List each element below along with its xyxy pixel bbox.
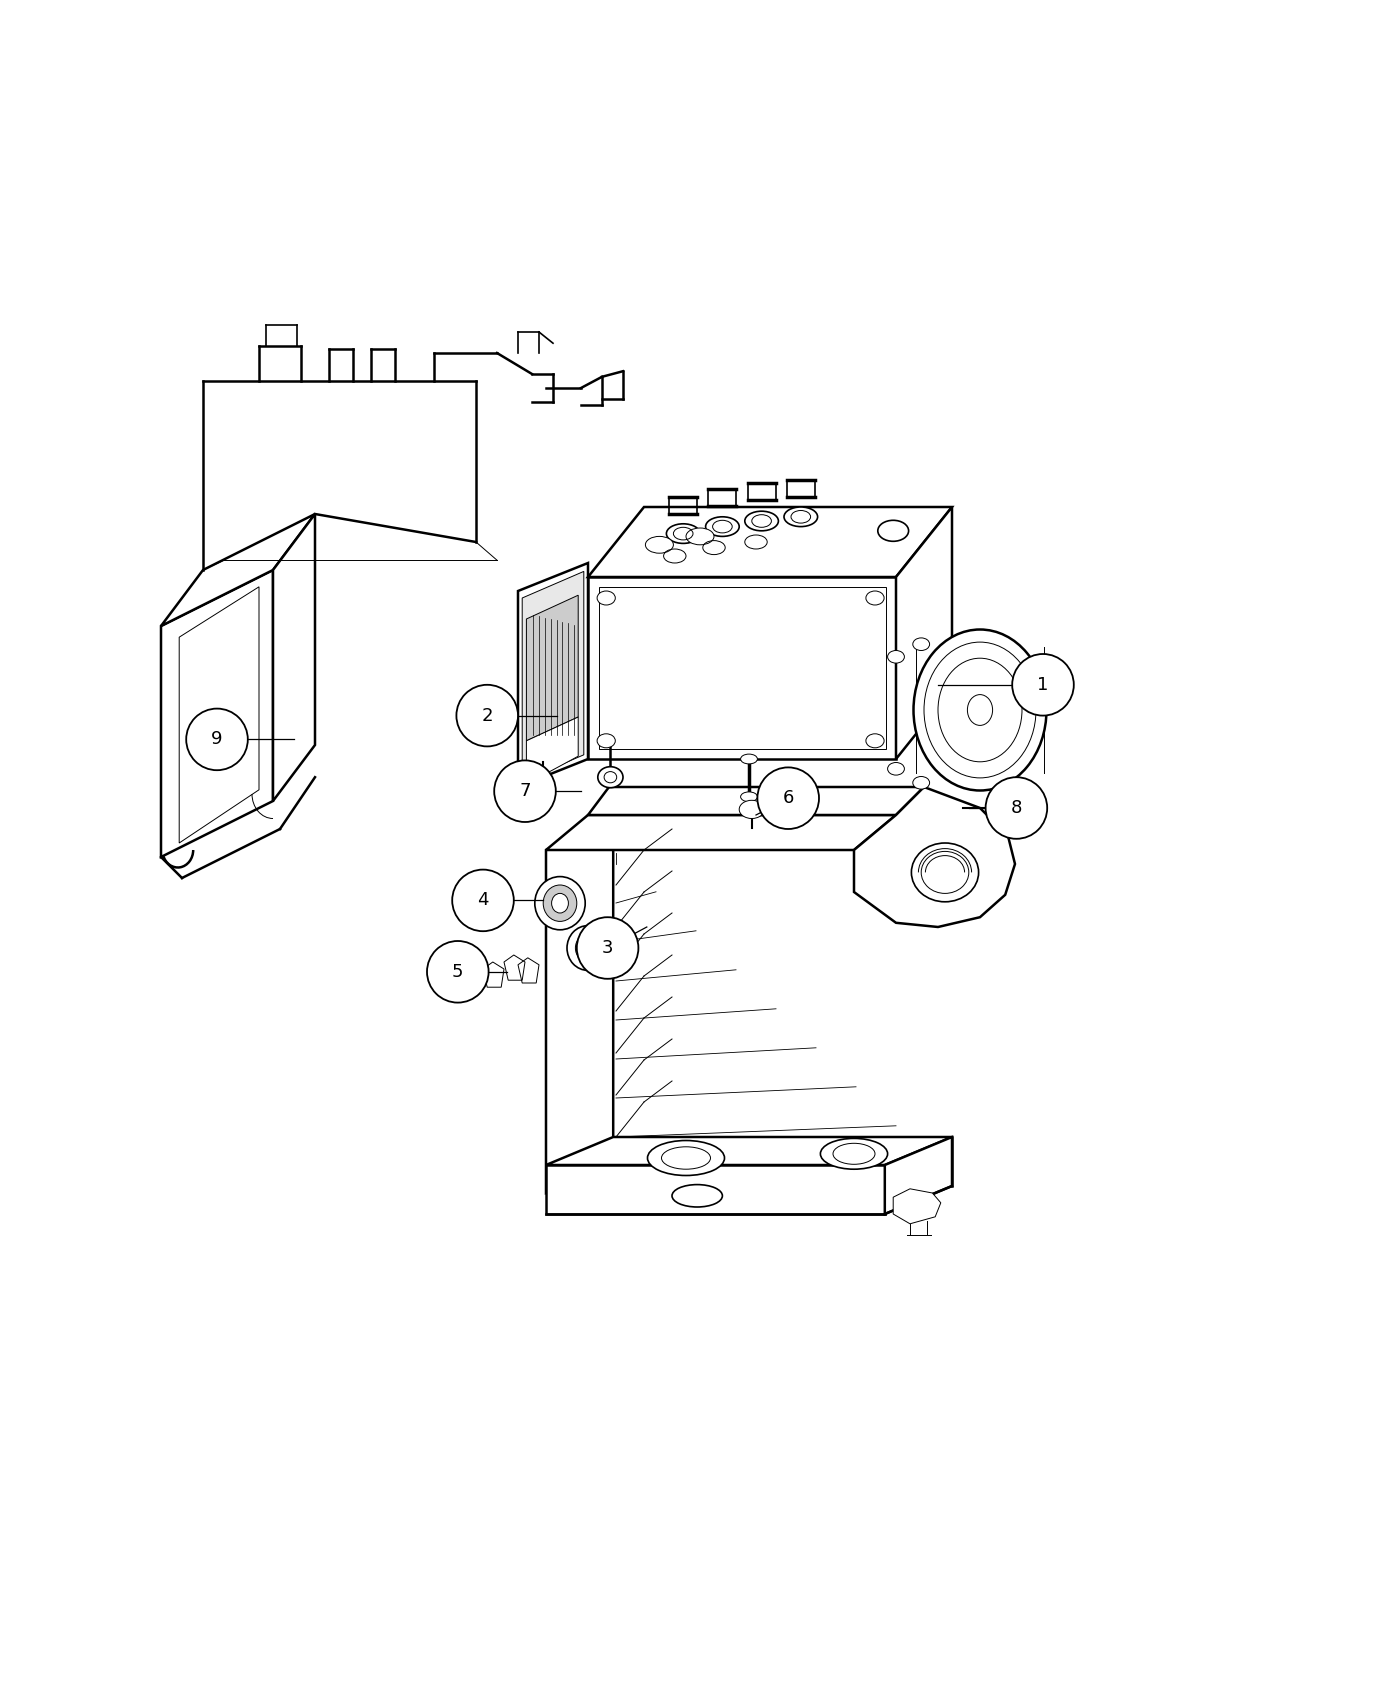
Ellipse shape: [535, 877, 585, 930]
Ellipse shape: [784, 507, 818, 527]
Polygon shape: [588, 507, 952, 576]
Ellipse shape: [647, 1141, 725, 1175]
Polygon shape: [546, 1164, 885, 1214]
Ellipse shape: [686, 529, 714, 544]
Polygon shape: [588, 787, 924, 814]
Ellipse shape: [911, 843, 979, 901]
Ellipse shape: [596, 592, 616, 605]
Ellipse shape: [888, 763, 904, 775]
Text: 2: 2: [482, 707, 493, 724]
Ellipse shape: [913, 777, 930, 789]
Ellipse shape: [739, 801, 764, 818]
Ellipse shape: [745, 512, 778, 530]
Circle shape: [494, 760, 556, 823]
Circle shape: [427, 942, 489, 1003]
Polygon shape: [273, 513, 315, 801]
Polygon shape: [161, 570, 273, 857]
Polygon shape: [1011, 799, 1033, 816]
Ellipse shape: [543, 886, 577, 921]
Text: 9: 9: [211, 731, 223, 748]
Ellipse shape: [865, 592, 885, 605]
Text: 4: 4: [477, 891, 489, 910]
Text: 8: 8: [1011, 799, 1022, 818]
Ellipse shape: [820, 1139, 888, 1170]
Polygon shape: [522, 571, 584, 782]
Ellipse shape: [582, 942, 594, 955]
Ellipse shape: [575, 933, 601, 962]
Polygon shape: [546, 1137, 952, 1164]
Text: 5: 5: [452, 962, 463, 981]
Polygon shape: [885, 1137, 952, 1214]
Circle shape: [757, 767, 819, 830]
Polygon shape: [588, 576, 896, 758]
Text: 6: 6: [783, 789, 794, 808]
Ellipse shape: [596, 734, 616, 748]
Ellipse shape: [666, 524, 700, 544]
Ellipse shape: [645, 537, 673, 553]
Ellipse shape: [741, 792, 757, 802]
Ellipse shape: [536, 772, 550, 780]
Polygon shape: [893, 1188, 941, 1224]
Ellipse shape: [938, 658, 1022, 762]
Ellipse shape: [967, 695, 993, 726]
Text: 7: 7: [519, 782, 531, 801]
Circle shape: [1012, 654, 1074, 716]
Polygon shape: [161, 513, 315, 626]
Ellipse shape: [672, 1185, 722, 1207]
Circle shape: [577, 918, 638, 979]
Text: 3: 3: [602, 938, 613, 957]
Polygon shape: [546, 814, 896, 850]
Polygon shape: [896, 507, 952, 758]
Polygon shape: [526, 595, 578, 741]
Ellipse shape: [888, 651, 904, 663]
Ellipse shape: [741, 755, 757, 763]
Ellipse shape: [598, 767, 623, 787]
Circle shape: [452, 870, 514, 932]
Ellipse shape: [878, 520, 909, 541]
Ellipse shape: [706, 517, 739, 537]
Ellipse shape: [913, 629, 1047, 790]
Polygon shape: [854, 787, 1015, 926]
Ellipse shape: [913, 638, 930, 651]
Circle shape: [456, 685, 518, 746]
Polygon shape: [546, 823, 613, 1193]
Ellipse shape: [567, 925, 609, 971]
Text: 1: 1: [1037, 677, 1049, 694]
Polygon shape: [518, 563, 588, 787]
Ellipse shape: [865, 734, 885, 748]
Ellipse shape: [552, 894, 568, 913]
Circle shape: [186, 709, 248, 770]
Polygon shape: [526, 717, 578, 784]
Circle shape: [986, 777, 1047, 838]
